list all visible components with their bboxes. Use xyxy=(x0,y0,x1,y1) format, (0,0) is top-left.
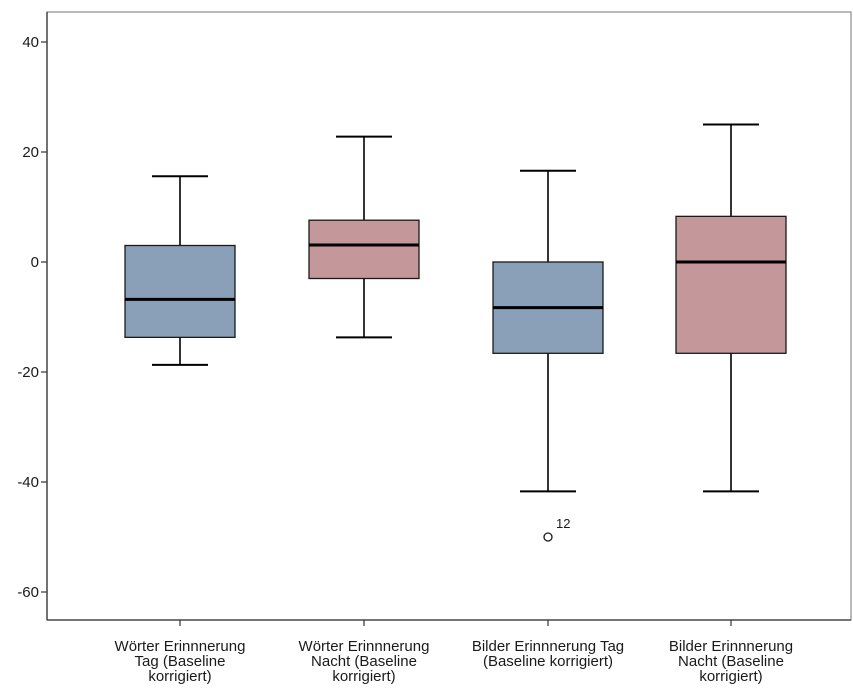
category-label: Bilder Erinnnerung Tag (Baseline korrigie… xyxy=(472,638,624,670)
box-group xyxy=(124,175,236,366)
category-label-line: korrigiert) xyxy=(699,668,762,685)
category-label-line: Bilder Erinnnerung xyxy=(669,638,793,655)
box-group xyxy=(675,123,787,493)
y-tick-label: 40 xyxy=(22,34,39,51)
y-tick-label: -40 xyxy=(17,474,39,491)
box-iqr xyxy=(675,215,787,354)
category-label-line: Tag (Baseline xyxy=(135,653,226,670)
category-label-line: Wörter Erinnnerung xyxy=(299,638,430,655)
box-group xyxy=(492,169,604,542)
category-label-line: Wörter Erinnnerung xyxy=(115,638,246,655)
category-label: Wörter Erinnnerung Nacht (Baseline korrigi… xyxy=(299,638,430,685)
box-group xyxy=(308,135,420,339)
category-label-line: (Baseline korrigiert) xyxy=(483,653,613,670)
category-label-line: Nacht (Baseline xyxy=(678,653,784,670)
category-label-line: Bilder Erinnnerung Tag xyxy=(472,638,624,655)
y-tick-label: 0 xyxy=(31,254,39,271)
y-tick-label: -60 xyxy=(17,584,39,601)
y-tick-label: 20 xyxy=(22,144,39,161)
boxes-layer xyxy=(124,123,787,542)
outlier-label: 12 xyxy=(556,516,570,531)
box-iqr xyxy=(308,219,420,280)
box-iqr xyxy=(124,244,236,338)
category-label-line: Nacht (Baseline xyxy=(311,653,417,670)
category-label-line: korrigiert) xyxy=(332,668,395,685)
category-label: Wörter Erinnnerung Tag (Baseline korrigier… xyxy=(115,638,246,685)
outlier-point xyxy=(543,532,553,542)
y-tick-label: -20 xyxy=(17,364,39,381)
category-label-line: korrigiert) xyxy=(148,668,211,685)
category-label: Bilder Erinnnerung Nacht (Baseline korrigi… xyxy=(669,638,793,685)
